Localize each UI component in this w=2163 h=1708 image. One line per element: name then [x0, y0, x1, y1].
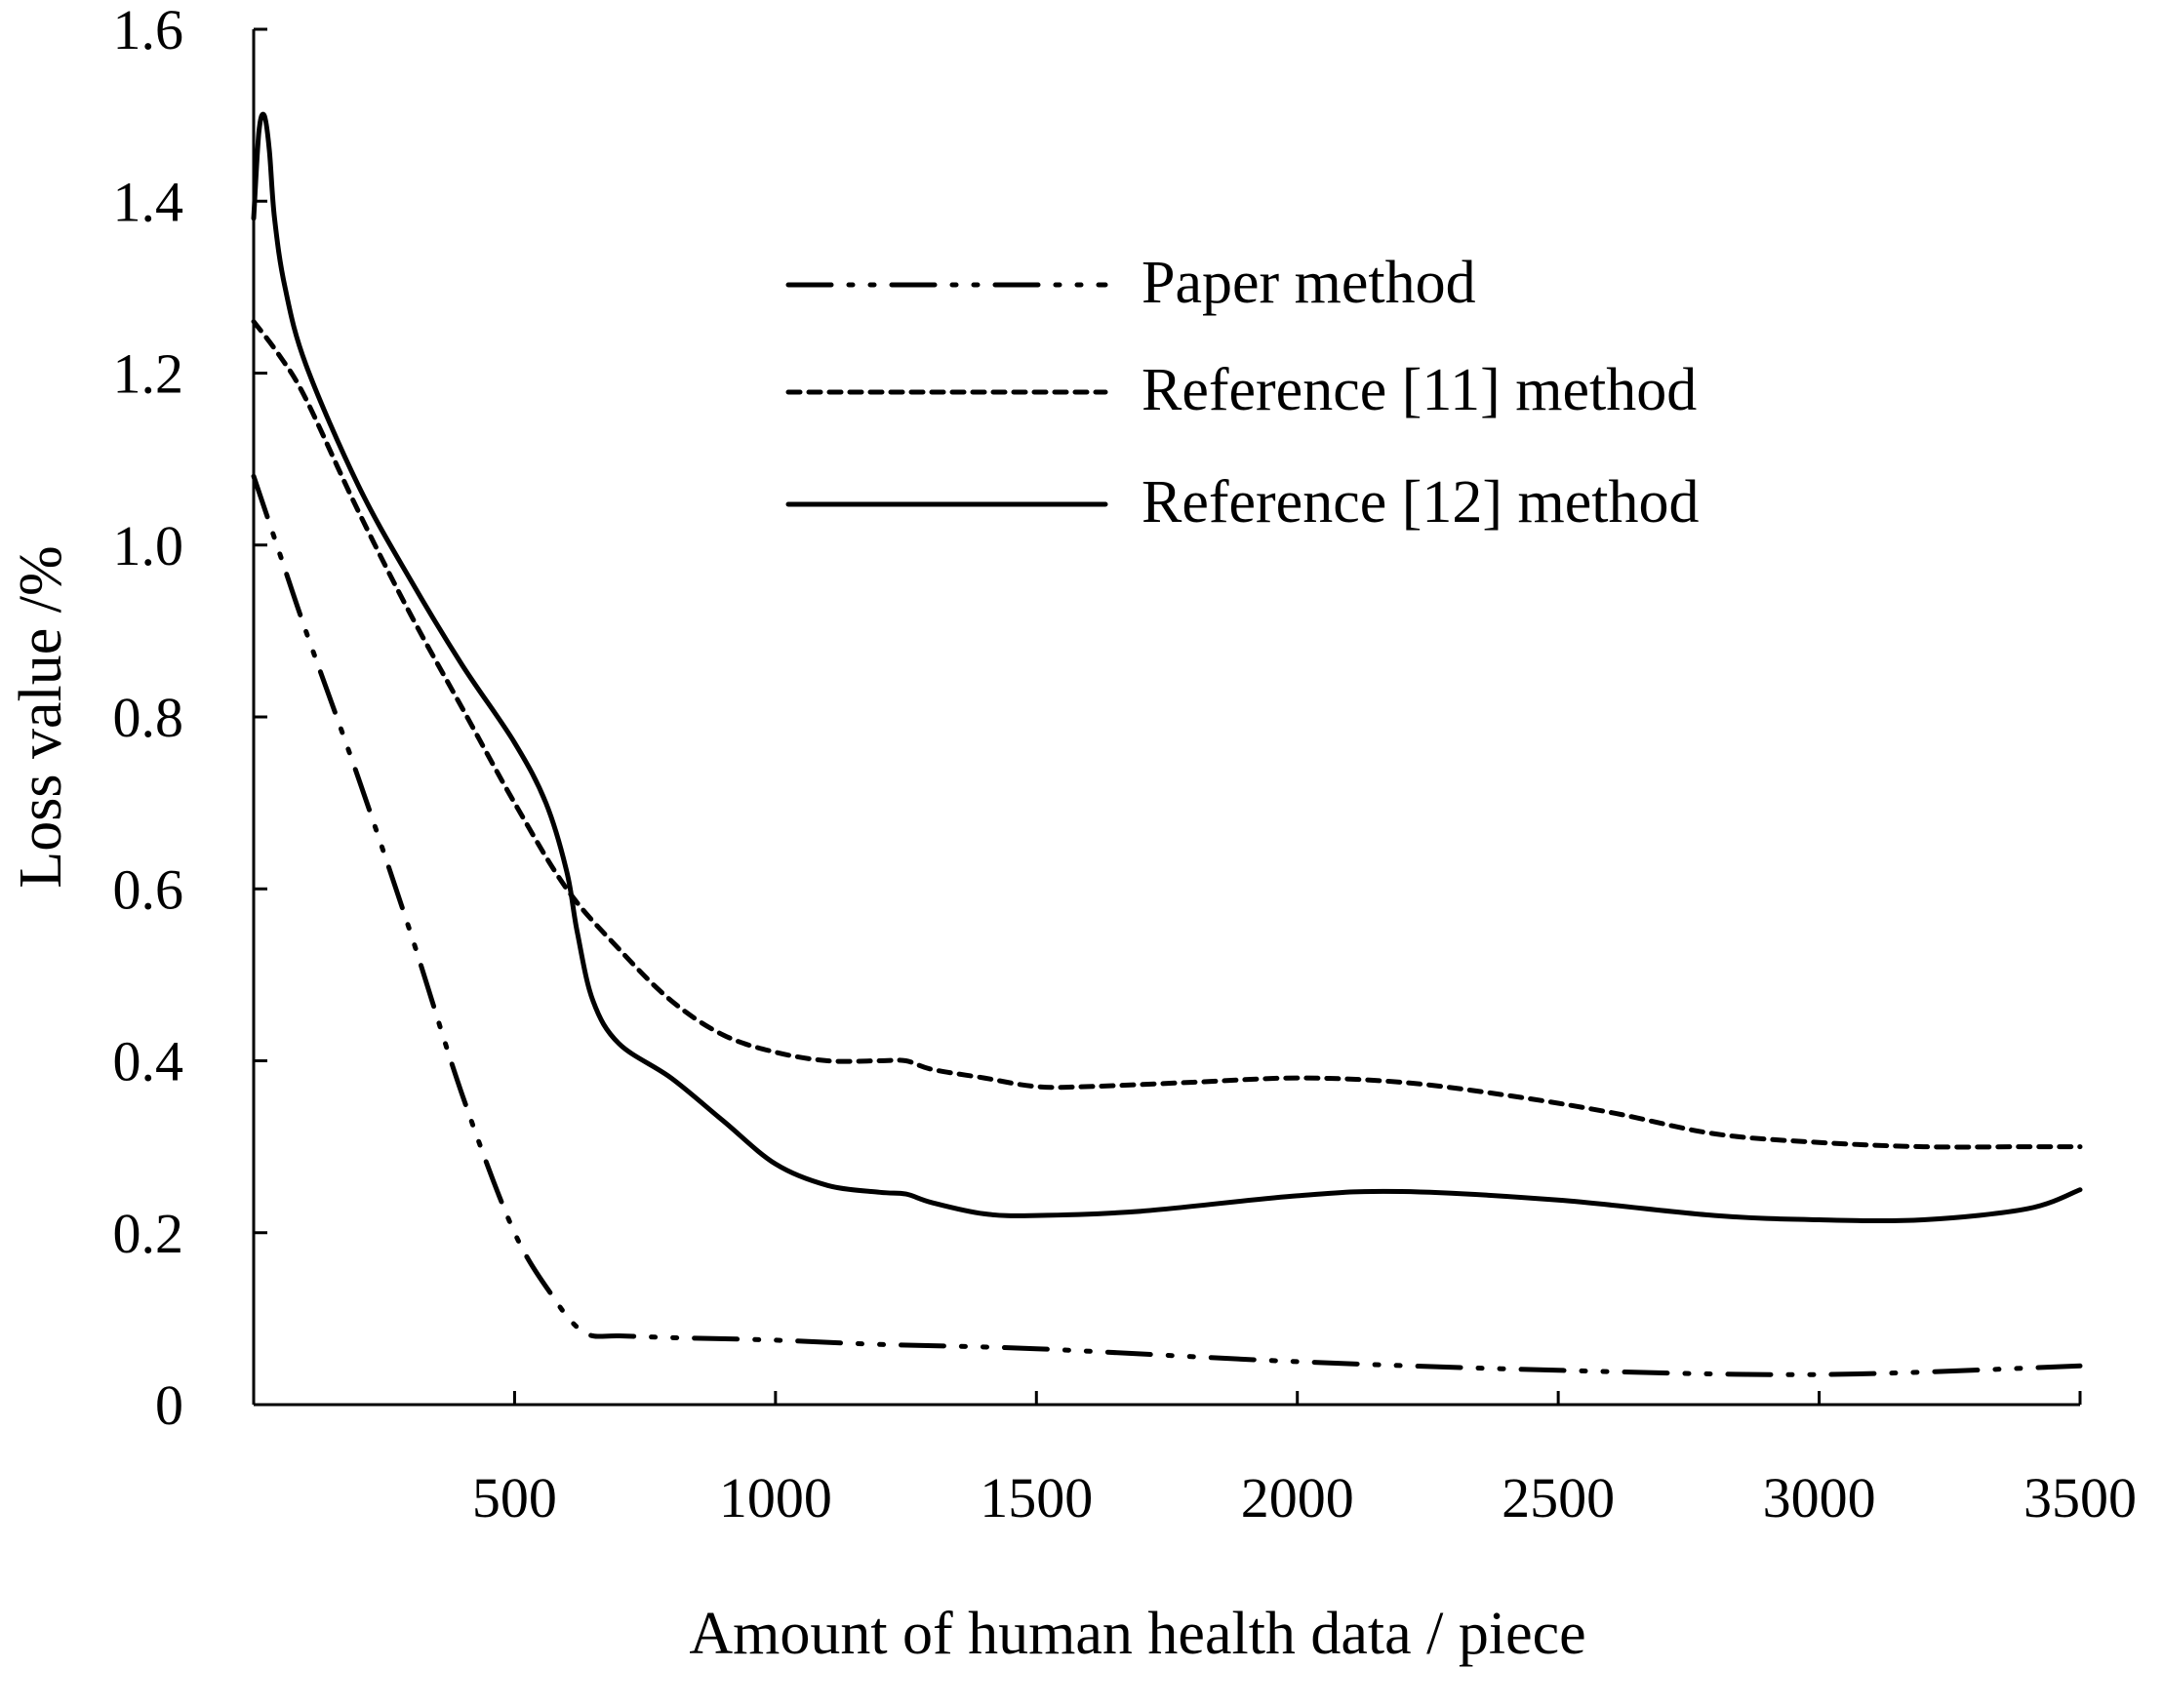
x-tick-label: 1000	[719, 1466, 832, 1529]
y-tick-label: 0.4	[113, 1030, 184, 1093]
x-tick-label: 3000	[1763, 1466, 1876, 1529]
y-tick-label: 1.0	[113, 514, 184, 577]
x-axis-ticks: 500 1000 1500 2000 2500 3000 3500	[472, 1391, 2137, 1529]
y-tick-label: 1.6	[113, 0, 184, 61]
y-axis-title: Loss value /%	[8, 545, 74, 888]
x-tick-label: 2000	[1241, 1466, 1354, 1529]
y-tick-label: 0.8	[113, 686, 184, 749]
y-axis-ticks: 0 0.2 0.4 0.6 0.8 1.0 1.2 1.4 1.6	[113, 0, 267, 1437]
legend-label-1: Paper method	[1142, 250, 1476, 316]
x-axis-title: Amount of human health data / piece	[689, 1601, 1585, 1667]
legend-label-2: Reference [11] method	[1142, 357, 1697, 423]
series-line-1	[251, 473, 2083, 1377]
x-tick-label: 2500	[1502, 1466, 1615, 1529]
series-line-3	[251, 111, 2083, 1224]
x-tick-label: 500	[472, 1466, 557, 1529]
x-tick-label: 3500	[2023, 1466, 2137, 1529]
y-tick-label: 0.6	[113, 857, 184, 921]
axes	[252, 29, 2080, 1407]
y-tick-label: 1.4	[113, 170, 184, 233]
y-tick-label: 1.2	[113, 342, 184, 406]
series-layer	[251, 111, 2083, 1377]
y-tick-label: 0.2	[113, 1202, 184, 1265]
x-tick-label: 1500	[980, 1466, 1093, 1529]
legend-label-3: Reference [12] method	[1142, 469, 1700, 536]
y-tick-label: 0	[155, 1373, 183, 1437]
series-line-2	[251, 319, 2083, 1150]
legend: Paper method Reference [11] method Referen…	[785, 250, 1700, 536]
